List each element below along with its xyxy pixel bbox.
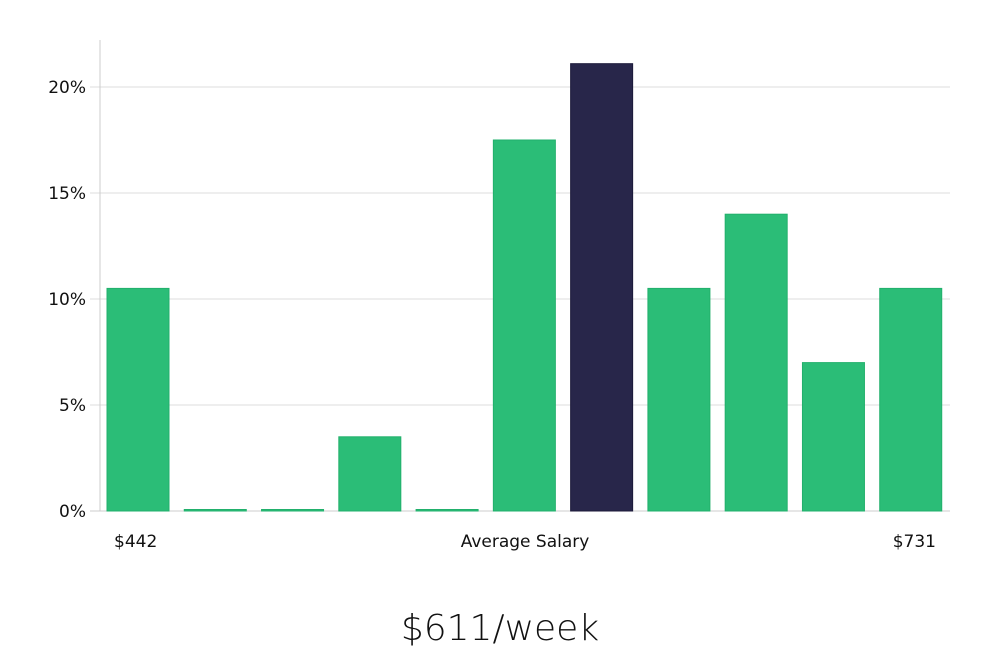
bar bbox=[801, 362, 865, 512]
bar bbox=[106, 287, 170, 512]
bar bbox=[415, 509, 479, 512]
bar bbox=[261, 509, 325, 512]
x-axis-label: Average Salary bbox=[461, 532, 590, 552]
average-salary-value: $611/week bbox=[400, 608, 600, 649]
y-tick-label: 10% bbox=[48, 290, 86, 310]
salary-histogram: 0% 5% 10% 15% 20% $442 Average Salary $731 bbox=[48, 40, 950, 552]
y-tick-label: 5% bbox=[59, 396, 86, 416]
bar bbox=[570, 63, 634, 512]
x-min-label: $442 bbox=[114, 532, 157, 552]
y-tick-label: 20% bbox=[48, 78, 86, 98]
bar bbox=[647, 287, 711, 512]
y-tick-label: 15% bbox=[48, 184, 86, 204]
bar bbox=[183, 509, 247, 512]
y-tick-label: 0% bbox=[59, 502, 86, 522]
bar bbox=[724, 213, 788, 512]
bar bbox=[879, 287, 943, 512]
bar bbox=[492, 139, 556, 512]
x-max-label: $731 bbox=[893, 532, 936, 552]
bar bbox=[338, 436, 402, 512]
